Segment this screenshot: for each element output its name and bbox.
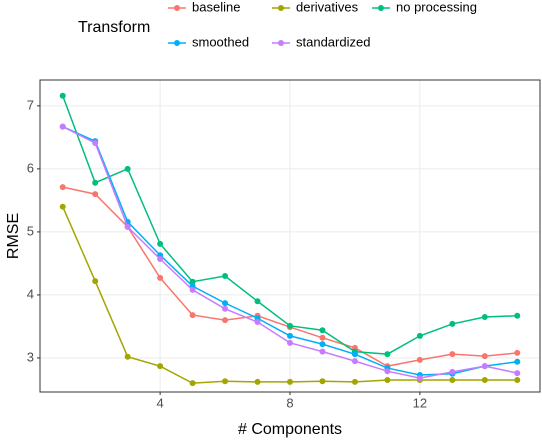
- data-point: [481, 377, 488, 384]
- x-tick-label: 8: [286, 395, 293, 410]
- data-point: [481, 353, 488, 360]
- data-point: [384, 377, 391, 384]
- data-point: [254, 378, 261, 385]
- legend-key-point: [278, 5, 284, 11]
- data-point: [514, 312, 521, 319]
- data-point: [384, 368, 391, 375]
- legend-label: no processing: [396, 0, 477, 14]
- data-point: [189, 286, 196, 293]
- data-point: [254, 298, 261, 305]
- data-point: [481, 363, 488, 370]
- legend-key-point: [174, 5, 180, 11]
- data-point: [222, 317, 229, 324]
- data-point: [416, 356, 423, 363]
- data-point: [189, 312, 196, 319]
- data-point: [319, 378, 326, 385]
- legend-key-point: [278, 40, 284, 46]
- legend-label: derivatives: [296, 0, 359, 14]
- data-point: [514, 358, 521, 365]
- data-point: [351, 358, 358, 365]
- data-point: [287, 332, 293, 339]
- y-tick-label: 7: [27, 97, 34, 112]
- data-point: [124, 165, 131, 172]
- y-tick-label: 6: [27, 160, 34, 175]
- data-point: [222, 273, 229, 280]
- data-point: [59, 92, 66, 99]
- data-point: [222, 300, 229, 307]
- legend-title: Transform: [78, 19, 150, 36]
- y-tick-label: 5: [27, 223, 34, 238]
- data-point: [514, 377, 521, 384]
- data-point: [319, 341, 326, 348]
- data-point: [449, 368, 456, 375]
- data-point: [287, 378, 293, 385]
- legend-label: smoothed: [192, 34, 249, 49]
- data-point: [124, 353, 131, 360]
- data-point: [287, 339, 293, 346]
- data-point: [416, 375, 423, 382]
- data-point: [384, 351, 391, 358]
- data-point: [416, 332, 423, 339]
- data-point: [92, 191, 99, 198]
- y-axis-label: RMSE: [5, 213, 22, 259]
- data-point: [157, 240, 164, 247]
- data-point: [222, 305, 229, 312]
- x-tick-label: 12: [413, 395, 427, 410]
- y-tick-label: 4: [27, 286, 34, 301]
- data-point: [514, 370, 521, 377]
- data-point: [514, 349, 521, 356]
- y-tick-label: 3: [27, 349, 34, 364]
- data-point: [319, 348, 326, 355]
- plot-border: [39, 79, 541, 393]
- legend-label: standardized: [296, 34, 370, 49]
- data-point: [481, 313, 488, 320]
- x-axis-label: # Components: [238, 421, 342, 438]
- data-point: [92, 179, 99, 186]
- data-point: [59, 184, 66, 191]
- data-point: [157, 256, 164, 263]
- data-point: [157, 363, 164, 370]
- legend-label: baseline: [192, 0, 240, 14]
- data-point: [319, 334, 326, 341]
- data-point: [157, 274, 164, 281]
- data-point: [449, 320, 456, 327]
- data-point: [319, 327, 326, 334]
- data-point: [254, 319, 261, 326]
- data-point: [449, 351, 456, 358]
- x-tick-label: 4: [157, 395, 164, 410]
- data-point: [189, 380, 196, 387]
- data-point: [351, 351, 358, 358]
- data-point: [222, 378, 229, 385]
- legend-key-point: [174, 40, 180, 46]
- data-point: [449, 377, 456, 384]
- data-point: [351, 378, 358, 385]
- data-point: [59, 203, 66, 210]
- data-point: [59, 123, 66, 130]
- data-point: [92, 278, 99, 285]
- legend-key-point: [378, 5, 384, 11]
- data-point: [124, 223, 131, 230]
- data-point: [92, 140, 99, 147]
- data-point: [287, 322, 293, 329]
- data-point: [189, 278, 196, 285]
